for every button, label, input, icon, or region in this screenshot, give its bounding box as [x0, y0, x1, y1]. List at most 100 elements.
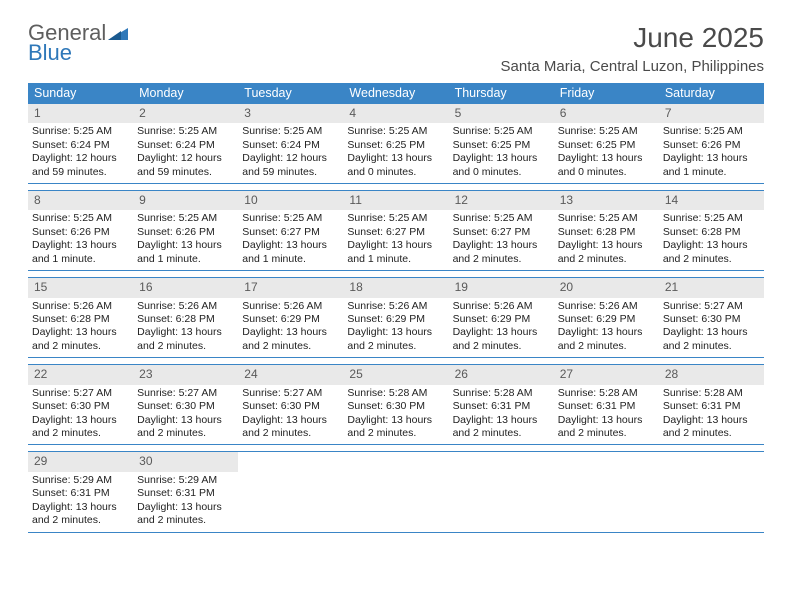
day-number: 10	[238, 191, 343, 210]
sunset-text: Sunset: 6:31 PM	[558, 400, 655, 413]
sunrise-text: Sunrise: 5:25 AM	[137, 125, 234, 138]
day-cell: .	[343, 452, 448, 531]
day-body: Sunrise: 5:26 AMSunset: 6:28 PMDaylight:…	[133, 298, 238, 358]
day-number: 12	[449, 191, 554, 210]
day-number: 14	[659, 191, 764, 210]
day-cell: 6Sunrise: 5:25 AMSunset: 6:25 PMDaylight…	[554, 104, 659, 183]
sunset-text: Sunset: 6:31 PM	[663, 400, 760, 413]
day-cell: 20Sunrise: 5:26 AMSunset: 6:29 PMDayligh…	[554, 278, 659, 357]
daylight-text: Daylight: 13 hours and 2 minutes.	[347, 414, 444, 441]
sunrise-text: Sunrise: 5:25 AM	[663, 125, 760, 138]
day-number: 17	[238, 278, 343, 297]
daylight-text: Daylight: 13 hours and 2 minutes.	[663, 326, 760, 353]
day-cell: .	[238, 452, 343, 531]
day-body: Sunrise: 5:25 AMSunset: 6:28 PMDaylight:…	[554, 210, 659, 270]
day-body: Sunrise: 5:25 AMSunset: 6:26 PMDaylight:…	[659, 123, 764, 183]
sunrise-text: Sunrise: 5:26 AM	[32, 300, 129, 313]
day-body: Sunrise: 5:26 AMSunset: 6:29 PMDaylight:…	[238, 298, 343, 358]
day-body: Sunrise: 5:25 AMSunset: 6:27 PMDaylight:…	[238, 210, 343, 270]
sunset-text: Sunset: 6:25 PM	[558, 139, 655, 152]
daylight-text: Daylight: 13 hours and 2 minutes.	[453, 414, 550, 441]
sunrise-text: Sunrise: 5:25 AM	[32, 125, 129, 138]
day-number: 27	[554, 365, 659, 384]
day-cell: 29Sunrise: 5:29 AMSunset: 6:31 PMDayligh…	[28, 452, 133, 531]
daylight-text: Daylight: 12 hours and 59 minutes.	[32, 152, 129, 179]
day-number: 28	[659, 365, 764, 384]
weekday-cell: Monday	[133, 83, 238, 103]
day-number: 1	[28, 104, 133, 123]
day-cell: 26Sunrise: 5:28 AMSunset: 6:31 PMDayligh…	[449, 365, 554, 444]
daylight-text: Daylight: 13 hours and 2 minutes.	[32, 501, 129, 528]
day-cell: 9Sunrise: 5:25 AMSunset: 6:26 PMDaylight…	[133, 191, 238, 270]
day-cell: 25Sunrise: 5:28 AMSunset: 6:30 PMDayligh…	[343, 365, 448, 444]
sunset-text: Sunset: 6:31 PM	[453, 400, 550, 413]
sunrise-text: Sunrise: 5:26 AM	[558, 300, 655, 313]
day-body: Sunrise: 5:28 AMSunset: 6:31 PMDaylight:…	[449, 385, 554, 445]
day-number: 15	[28, 278, 133, 297]
day-body: Sunrise: 5:28 AMSunset: 6:31 PMDaylight:…	[659, 385, 764, 445]
daylight-text: Daylight: 12 hours and 59 minutes.	[137, 152, 234, 179]
day-number: 24	[238, 365, 343, 384]
day-cell: 8Sunrise: 5:25 AMSunset: 6:26 PMDaylight…	[28, 191, 133, 270]
logo-text: General Blue	[28, 22, 128, 64]
day-number: 20	[554, 278, 659, 297]
sunset-text: Sunset: 6:30 PM	[242, 400, 339, 413]
daylight-text: Daylight: 13 hours and 0 minutes.	[347, 152, 444, 179]
sunset-text: Sunset: 6:29 PM	[242, 313, 339, 326]
day-cell: .	[449, 452, 554, 531]
daylight-text: Daylight: 13 hours and 2 minutes.	[347, 326, 444, 353]
sunrise-text: Sunrise: 5:28 AM	[453, 387, 550, 400]
day-body: Sunrise: 5:27 AMSunset: 6:30 PMDaylight:…	[238, 385, 343, 445]
day-cell: 30Sunrise: 5:29 AMSunset: 6:31 PMDayligh…	[133, 452, 238, 531]
day-body: Sunrise: 5:26 AMSunset: 6:29 PMDaylight:…	[554, 298, 659, 358]
day-cell: 28Sunrise: 5:28 AMSunset: 6:31 PMDayligh…	[659, 365, 764, 444]
day-cell: 2Sunrise: 5:25 AMSunset: 6:24 PMDaylight…	[133, 104, 238, 183]
day-body: Sunrise: 5:25 AMSunset: 6:27 PMDaylight:…	[343, 210, 448, 270]
day-cell: 7Sunrise: 5:25 AMSunset: 6:26 PMDaylight…	[659, 104, 764, 183]
day-body: Sunrise: 5:25 AMSunset: 6:28 PMDaylight:…	[659, 210, 764, 270]
sunset-text: Sunset: 6:28 PM	[663, 226, 760, 239]
day-number: 25	[343, 365, 448, 384]
week-row: 22Sunrise: 5:27 AMSunset: 6:30 PMDayligh…	[28, 364, 764, 445]
day-cell: .	[554, 452, 659, 531]
sunset-text: Sunset: 6:27 PM	[242, 226, 339, 239]
day-body: Sunrise: 5:25 AMSunset: 6:27 PMDaylight:…	[449, 210, 554, 270]
sunset-text: Sunset: 6:31 PM	[137, 487, 234, 500]
daylight-text: Daylight: 13 hours and 2 minutes.	[558, 326, 655, 353]
logo-word2: Blue	[28, 42, 128, 64]
sunset-text: Sunset: 6:27 PM	[347, 226, 444, 239]
sunrise-text: Sunrise: 5:25 AM	[347, 125, 444, 138]
day-body: Sunrise: 5:25 AMSunset: 6:26 PMDaylight:…	[28, 210, 133, 270]
sunset-text: Sunset: 6:30 PM	[137, 400, 234, 413]
page-title: June 2025	[501, 22, 764, 54]
sunrise-text: Sunrise: 5:25 AM	[453, 212, 550, 225]
sunrise-text: Sunrise: 5:25 AM	[663, 212, 760, 225]
day-cell: 10Sunrise: 5:25 AMSunset: 6:27 PMDayligh…	[238, 191, 343, 270]
daylight-text: Daylight: 13 hours and 2 minutes.	[242, 414, 339, 441]
day-body: Sunrise: 5:25 AMSunset: 6:24 PMDaylight:…	[133, 123, 238, 183]
day-cell: 17Sunrise: 5:26 AMSunset: 6:29 PMDayligh…	[238, 278, 343, 357]
sunset-text: Sunset: 6:29 PM	[558, 313, 655, 326]
daylight-text: Daylight: 13 hours and 0 minutes.	[558, 152, 655, 179]
sunset-text: Sunset: 6:26 PM	[663, 139, 760, 152]
day-number: 21	[659, 278, 764, 297]
daylight-text: Daylight: 13 hours and 2 minutes.	[663, 414, 760, 441]
day-body: Sunrise: 5:25 AMSunset: 6:26 PMDaylight:…	[133, 210, 238, 270]
sunset-text: Sunset: 6:31 PM	[32, 487, 129, 500]
sunset-text: Sunset: 6:24 PM	[242, 139, 339, 152]
sunset-text: Sunset: 6:26 PM	[32, 226, 129, 239]
sunrise-text: Sunrise: 5:28 AM	[347, 387, 444, 400]
day-cell: 11Sunrise: 5:25 AMSunset: 6:27 PMDayligh…	[343, 191, 448, 270]
weeks-container: 1Sunrise: 5:25 AMSunset: 6:24 PMDaylight…	[28, 103, 764, 533]
day-body: Sunrise: 5:26 AMSunset: 6:29 PMDaylight:…	[449, 298, 554, 358]
location-text: Santa Maria, Central Luzon, Philippines	[501, 58, 764, 75]
sunset-text: Sunset: 6:25 PM	[347, 139, 444, 152]
sunrise-text: Sunrise: 5:26 AM	[137, 300, 234, 313]
logo-triangle-icon	[108, 22, 128, 44]
sunrise-text: Sunrise: 5:25 AM	[242, 125, 339, 138]
sunrise-text: Sunrise: 5:27 AM	[32, 387, 129, 400]
day-number: 5	[449, 104, 554, 123]
sunset-text: Sunset: 6:30 PM	[663, 313, 760, 326]
day-body: Sunrise: 5:25 AMSunset: 6:25 PMDaylight:…	[449, 123, 554, 183]
sunrise-text: Sunrise: 5:25 AM	[347, 212, 444, 225]
